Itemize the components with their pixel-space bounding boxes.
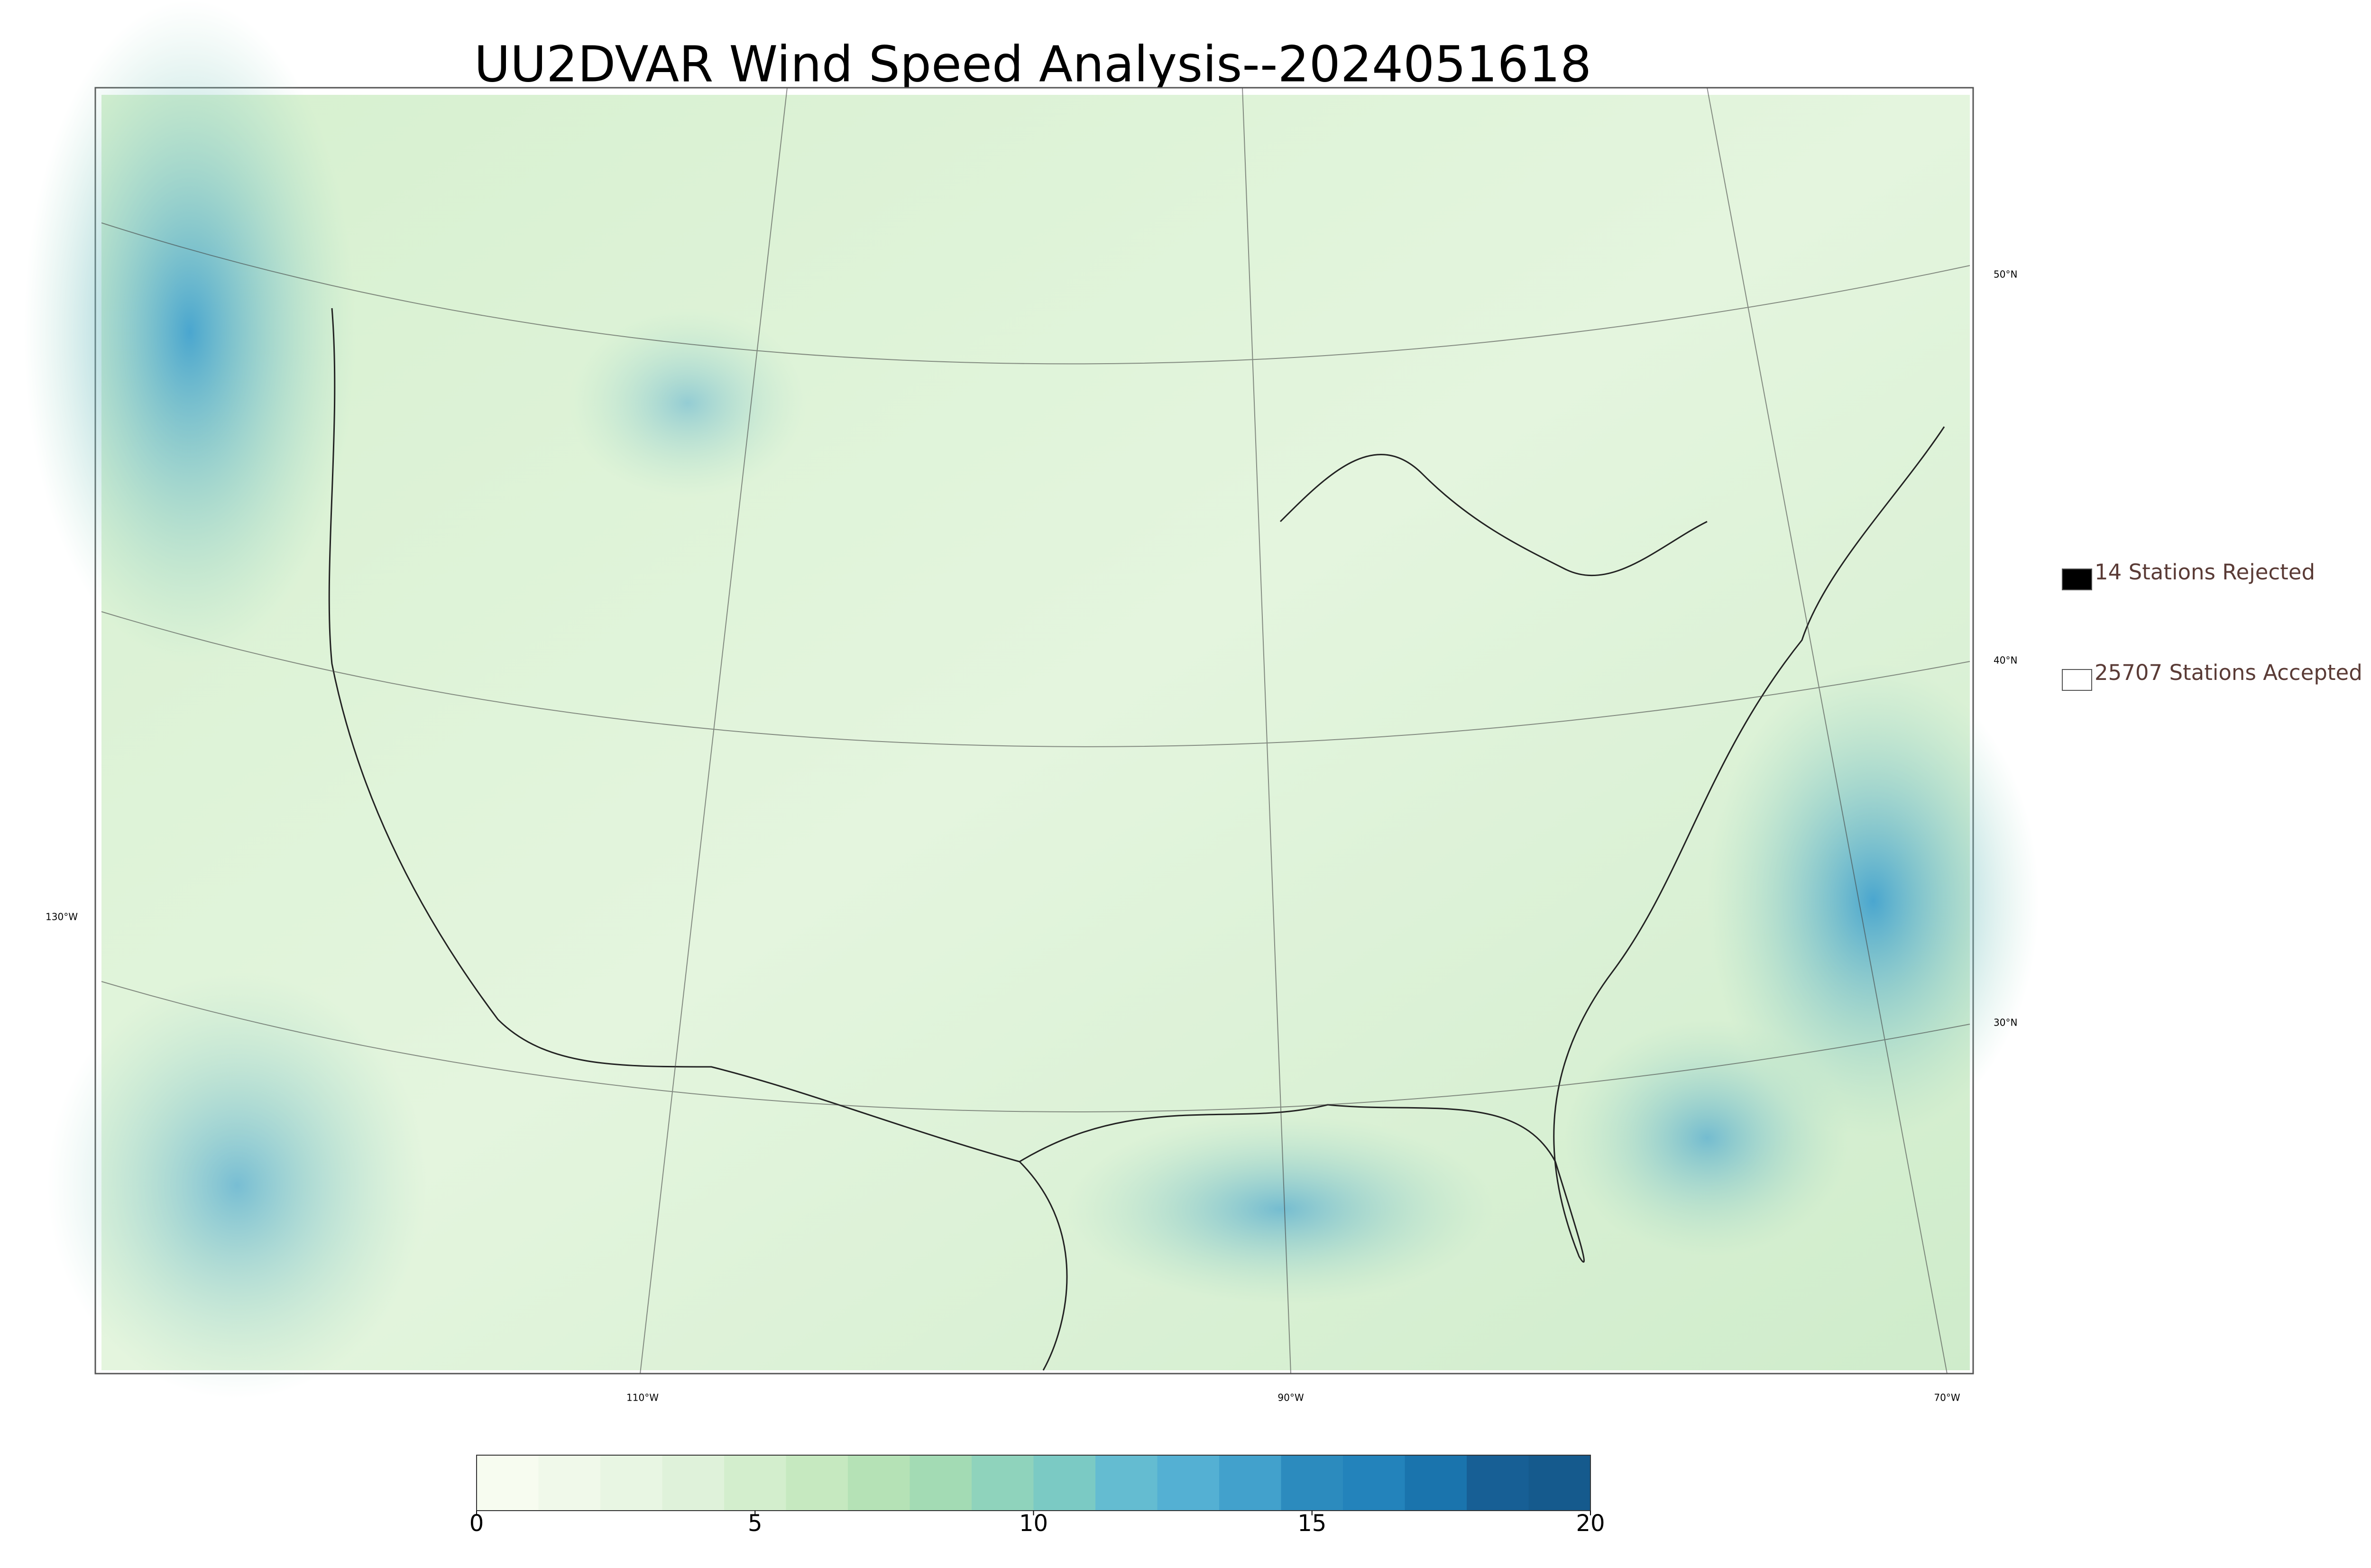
colorbar-tick-label: 5 <box>748 1510 763 1537</box>
latitude-label: 40°N <box>1994 655 2017 666</box>
latitude-labels: 50°N 40°N 30°N <box>1994 269 2017 1028</box>
colorbar-segment <box>1157 1455 1220 1511</box>
colorbar-segment <box>1343 1455 1405 1511</box>
colorbar: 0 5 10 15 20 <box>469 1455 1605 1537</box>
legend-label: 25707 Stations Accepted <box>2095 660 2362 685</box>
map-title: UU2DVAR Wind Speed Analysis--2024051618 <box>474 35 1591 93</box>
colorbar-segment <box>724 1455 786 1511</box>
colorbar-segment <box>538 1455 601 1511</box>
longitude-labels: 130°W 110°W 90°W 70°W <box>46 911 1960 1403</box>
colorbar-segment <box>848 1455 910 1511</box>
colorbar-tick-label: 15 <box>1297 1510 1326 1537</box>
colorbar-segment <box>662 1455 725 1511</box>
longitude-label: 110°W <box>626 1392 659 1403</box>
colorbar-tick-label: 0 <box>469 1510 484 1537</box>
colorbar-segment <box>972 1455 1034 1511</box>
colorbar-segment <box>1033 1455 1096 1511</box>
colorbar-segment <box>1528 1455 1591 1511</box>
colorbar-segment <box>1467 1455 1529 1511</box>
map-area <box>24 0 2039 1399</box>
colorbar-tick-label: 20 <box>1576 1510 1605 1537</box>
legend-label: 14 Stations Rejected <box>2095 559 2315 585</box>
colorbar-segment <box>910 1455 972 1511</box>
latitude-label: 50°N <box>1994 269 2017 280</box>
colorbar-segment <box>786 1455 848 1511</box>
colorbar-tick-label: 10 <box>1019 1510 1048 1537</box>
colorbar-segment <box>1095 1455 1158 1511</box>
latitude-label: 30°N <box>1994 1017 2017 1028</box>
longitude-label: 130°W <box>46 911 78 923</box>
colorbar-segment <box>1405 1455 1467 1511</box>
colorbar-segment <box>1219 1455 1281 1511</box>
colorbar-segment <box>1281 1455 1343 1511</box>
colorbar-segment <box>477 1455 539 1511</box>
colorbar-segment <box>600 1455 662 1511</box>
longitude-label: 90°W <box>1277 1392 1304 1403</box>
legend-swatch <box>2062 569 2092 590</box>
longitude-label: 70°W <box>1934 1392 1960 1403</box>
legend-swatch <box>2062 669 2092 691</box>
legend: 14 Stations Rejected 25707 Stations Accep… <box>2062 559 2362 691</box>
